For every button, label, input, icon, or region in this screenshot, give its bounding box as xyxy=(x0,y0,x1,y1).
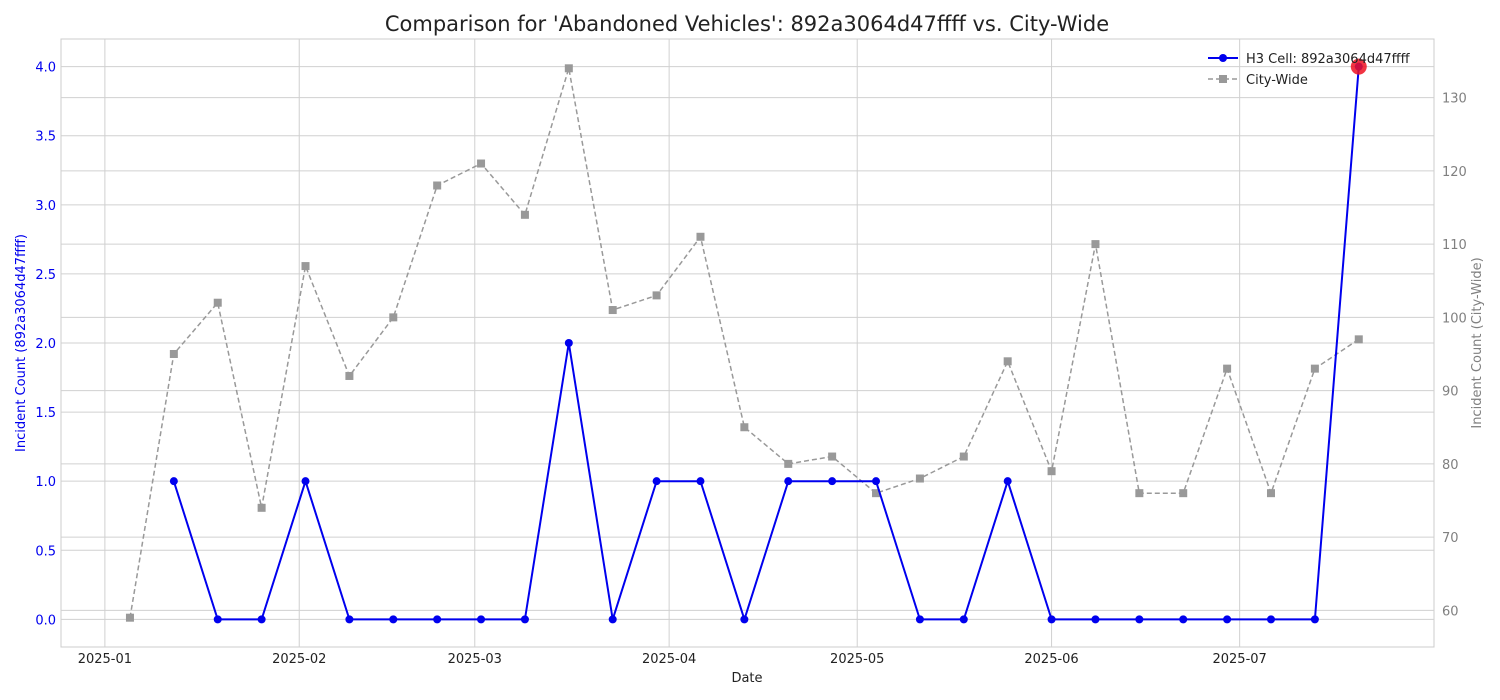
city-wide-point xyxy=(1135,489,1144,498)
h3-cell-point xyxy=(784,477,793,486)
right-tick-label: 70 xyxy=(1442,531,1459,546)
left-tick-label: 2.5 xyxy=(35,268,56,283)
x-tick-label: 2025-07 xyxy=(1212,652,1266,667)
series-city-wide xyxy=(125,64,1363,622)
right-tick-label: 80 xyxy=(1442,458,1459,473)
left-tick-label: 3.0 xyxy=(35,199,56,214)
right-tick-label: 100 xyxy=(1442,311,1467,326)
h3-cell-point xyxy=(959,615,968,624)
chart-title: Comparison for 'Abandoned Vehicles': 892… xyxy=(385,12,1109,36)
city-wide-point xyxy=(477,159,486,168)
city-wide-point xyxy=(872,489,881,498)
x-tick-label: 2025-02 xyxy=(272,652,326,667)
city-wide-point xyxy=(1091,240,1100,249)
city-wide-point xyxy=(959,452,968,461)
city-wide-point xyxy=(564,64,573,73)
right-tick-label: 60 xyxy=(1442,604,1459,619)
h3-cell-point xyxy=(872,477,881,486)
h3-cell-point xyxy=(1310,615,1319,624)
x-tick-label: 2025-06 xyxy=(1024,652,1078,667)
h3-cell-point xyxy=(257,615,266,624)
city-wide-point xyxy=(1223,364,1232,373)
city-wide-point xyxy=(1179,489,1188,498)
city-wide-point xyxy=(1003,357,1012,366)
left-tick-label: 1.5 xyxy=(35,406,56,421)
h3-cell-point xyxy=(520,615,529,624)
x-tick-label: 2025-04 xyxy=(642,652,696,667)
city-wide-point xyxy=(1266,489,1275,498)
h3-cell-point xyxy=(1091,615,1100,624)
city-wide-point xyxy=(213,298,222,307)
city-wide-point xyxy=(784,459,793,468)
right-tick-label: 130 xyxy=(1442,92,1467,107)
h3-cell-point xyxy=(915,615,924,624)
legend-city-marker xyxy=(1219,75,1227,83)
legend-city-label: City-Wide xyxy=(1246,73,1308,88)
city-wide-point xyxy=(696,232,705,241)
city-wide-point xyxy=(257,503,266,512)
h3-cell-point xyxy=(477,615,486,624)
series-h3-cell xyxy=(169,58,1367,624)
h3-cell-point xyxy=(1003,477,1012,486)
h3-cell-point xyxy=(169,477,178,486)
x-tick-label: 2025-01 xyxy=(78,652,132,667)
city-wide-point xyxy=(1047,467,1056,476)
left-tick-label: 1.0 xyxy=(35,475,56,490)
h3-cell-point xyxy=(1223,615,1232,624)
h3-cell-point xyxy=(608,615,617,624)
h3-cell-point xyxy=(345,615,354,624)
h3-cell-point xyxy=(740,615,749,624)
city-wide-point xyxy=(1310,364,1319,373)
legend: H3 Cell: 892a3064d47ffff City-Wide xyxy=(1208,52,1411,88)
right-tick-label: 120 xyxy=(1442,165,1467,180)
h3-cell-point xyxy=(1266,615,1275,624)
city-wide-point xyxy=(345,371,354,380)
x-tick-label: 2025-05 xyxy=(830,652,884,667)
left-tick-label: 3.5 xyxy=(35,130,56,145)
city-wide-point xyxy=(125,613,134,622)
left-tick-label: 2.0 xyxy=(35,337,56,352)
city-wide-point xyxy=(389,313,398,322)
right-tick-label: 110 xyxy=(1442,238,1467,253)
h3-cell-point xyxy=(301,477,310,486)
h3-cell-point xyxy=(213,615,222,624)
highlight-point xyxy=(1350,58,1367,75)
city-wide-point xyxy=(652,291,661,300)
x-tick-label: 2025-03 xyxy=(448,652,502,667)
city-wide-point xyxy=(1354,335,1363,344)
city-wide-point xyxy=(608,306,617,315)
city-wide-point xyxy=(915,474,924,483)
x-axis-label: Date xyxy=(731,671,762,686)
h3-cell-point xyxy=(1135,615,1144,624)
left-axis-label: Incident Count (892a3064d47ffff) xyxy=(14,234,29,452)
h3-cell-point xyxy=(564,339,573,347)
left-tick-label: 4.0 xyxy=(35,61,56,76)
city-wide-point xyxy=(433,181,442,190)
left-tick-label: 0.0 xyxy=(35,613,56,628)
city-wide-point xyxy=(301,262,310,271)
x-axis-ticks: 2025-01 2025-02 2025-03 2025-04 2025-05 2025-… xyxy=(78,652,1267,667)
city-wide-point xyxy=(169,349,178,358)
right-axis-label: Incident Count (City-Wide) xyxy=(1470,257,1485,428)
right-axis-ticks: 60 70 80 90 100 110 120 130 xyxy=(1442,92,1467,620)
city-wide-point xyxy=(520,210,529,219)
h3-cell-point xyxy=(433,615,442,624)
h3-cell-point xyxy=(828,477,837,486)
h3-cell-line xyxy=(172,66,1360,623)
left-axis-ticks: 0.0 0.5 1.0 1.5 2.0 2.5 3.0 3.5 4.0 xyxy=(35,61,56,629)
h3-cell-point xyxy=(652,477,661,486)
legend-h3-marker xyxy=(1219,54,1227,62)
h3-cell-point xyxy=(1047,615,1056,624)
h3-cell-point xyxy=(389,615,398,624)
h3-cell-point xyxy=(1179,615,1188,624)
legend-h3-label: H3 Cell: 892a3064d47ffff xyxy=(1246,52,1411,67)
grid-lines xyxy=(61,39,1434,647)
h3-cell-point xyxy=(696,477,705,486)
right-tick-label: 90 xyxy=(1442,385,1459,400)
city-wide-point xyxy=(740,423,749,432)
left-tick-label: 0.5 xyxy=(35,544,56,559)
city-wide-point xyxy=(828,452,837,461)
